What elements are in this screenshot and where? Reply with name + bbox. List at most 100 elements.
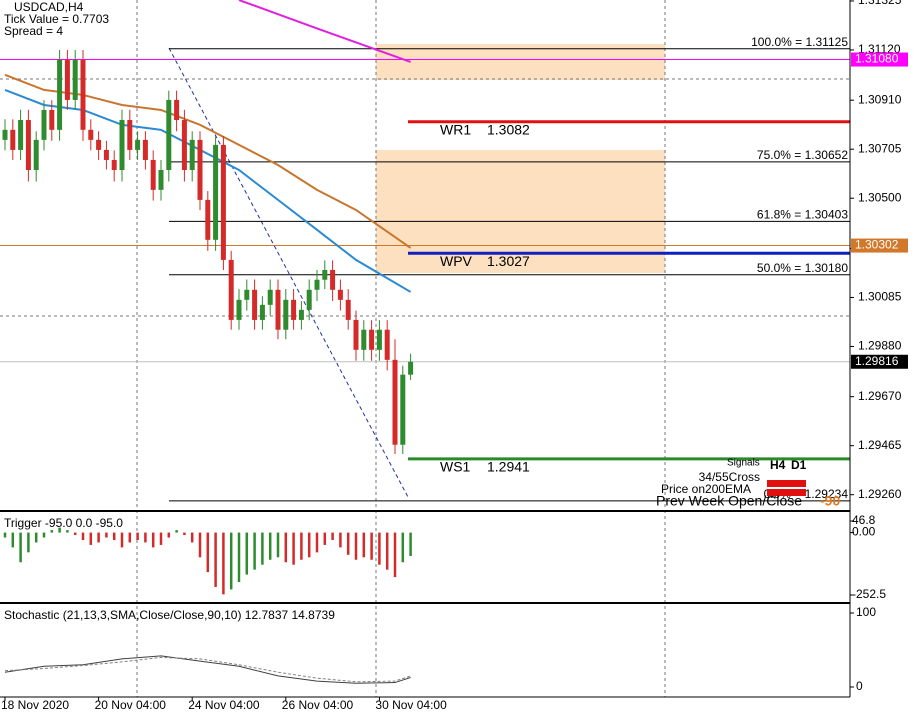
candle-body bbox=[275, 289, 281, 330]
candle-body bbox=[400, 374, 406, 445]
price-tag bbox=[851, 354, 908, 369]
candle-body bbox=[166, 99, 172, 170]
x-tick-label: 30 Nov 04:00 bbox=[375, 698, 447, 712]
candle-body bbox=[18, 120, 24, 150]
x-tick-label: 18 Nov 2020 bbox=[1, 698, 69, 712]
info: Spread = 4 bbox=[4, 24, 63, 38]
y-tick-label: 0 bbox=[856, 679, 863, 693]
panel-title: Trigger -95.0 0.0 -95.0 bbox=[4, 516, 123, 530]
candle-body bbox=[174, 99, 180, 121]
candle-body bbox=[384, 329, 390, 360]
signals-column: D1 bbox=[791, 458, 807, 472]
candle-body bbox=[181, 120, 187, 170]
candle-body bbox=[33, 139, 39, 170]
candle-body bbox=[72, 60, 78, 100]
prev-week-value: -90 bbox=[820, 493, 840, 509]
candle-body bbox=[298, 309, 304, 320]
price-tag-label: 1.31080 bbox=[855, 52, 899, 66]
candle-body bbox=[228, 259, 234, 320]
fib-trendline bbox=[168, 47, 409, 498]
indicator-line bbox=[238, 0, 411, 63]
signals-row: Prev Week Open/Close bbox=[656, 493, 802, 509]
candle-body bbox=[283, 299, 289, 330]
candle-body bbox=[158, 170, 164, 190]
signals-row: 34/55Cross bbox=[699, 470, 760, 484]
signals-title: Signals bbox=[727, 458, 760, 469]
candle-body bbox=[244, 289, 250, 300]
y-tick-label: 1.29880 bbox=[858, 339, 902, 353]
candle-body bbox=[103, 149, 109, 160]
pivot-name: WR1 bbox=[440, 121, 471, 137]
candle-body bbox=[345, 299, 351, 320]
candle-body bbox=[220, 144, 226, 260]
fib-label: 100.0% = 1.31125 bbox=[751, 35, 848, 49]
candle-body bbox=[322, 269, 328, 280]
candle-body bbox=[49, 109, 55, 130]
info: Tick Value = 0.7703 bbox=[4, 12, 109, 26]
indicator-line bbox=[4, 73, 412, 249]
y-tick-label: 1.30085 bbox=[858, 290, 902, 304]
candle-body bbox=[291, 299, 297, 320]
candle-body bbox=[142, 139, 148, 160]
candle-body bbox=[127, 120, 133, 150]
y-tick-label: -252.5 bbox=[852, 587, 886, 601]
candle-body bbox=[64, 60, 70, 100]
fib-label: 61.8% = 1.30403 bbox=[757, 208, 848, 222]
candle-body bbox=[10, 129, 16, 150]
candle-body bbox=[267, 289, 273, 305]
candle-body bbox=[135, 139, 141, 150]
pivot-value: 1.3082 bbox=[487, 121, 530, 137]
y-tick-label: 1.30500 bbox=[858, 190, 902, 204]
y-tick-label: 100 bbox=[856, 605, 876, 619]
x-tick-label: 20 Nov 04:00 bbox=[95, 698, 167, 712]
candle-body bbox=[306, 289, 312, 310]
candle-body bbox=[111, 159, 117, 170]
candle-body bbox=[408, 361, 414, 375]
price-tag-label: 1.30302 bbox=[855, 238, 899, 252]
candle-body bbox=[252, 289, 258, 320]
price-tag bbox=[851, 238, 908, 253]
pivot-name: WS1 bbox=[440, 459, 471, 475]
fib-label: 75.0% = 1.30652 bbox=[757, 148, 848, 162]
candle-body bbox=[376, 329, 382, 350]
signals-column: H4 bbox=[770, 458, 786, 472]
pivot-value: 1.2941 bbox=[487, 459, 530, 475]
candle-body bbox=[96, 139, 102, 150]
x-tick-label: 24 Nov 04:00 bbox=[188, 698, 260, 712]
candle-body bbox=[205, 199, 211, 240]
separators bbox=[0, 0, 850, 697]
candle-body bbox=[2, 129, 8, 140]
y-tick-label: 1.29670 bbox=[858, 389, 902, 403]
candle-body bbox=[189, 139, 195, 170]
y-tick-label: 0.00 bbox=[852, 525, 876, 539]
candle-body bbox=[330, 269, 336, 290]
candle-body bbox=[25, 120, 31, 170]
y-tick-label: 46.8 bbox=[852, 513, 876, 527]
candle-body bbox=[353, 319, 359, 350]
candle-body bbox=[392, 359, 398, 445]
fib-label: 50.0% = 1.30180 bbox=[757, 261, 848, 275]
pivot-value: 1.3027 bbox=[487, 253, 530, 269]
candle-body bbox=[88, 129, 94, 140]
candle-body bbox=[361, 329, 367, 350]
signal-box bbox=[767, 489, 806, 496]
candle-body bbox=[213, 144, 219, 240]
y-tick-label: 1.31325 bbox=[858, 0, 902, 7]
panel-title: Stochastic (21,13,3,SMA,Close/Close,90,1… bbox=[4, 608, 335, 622]
signal-box bbox=[767, 480, 806, 487]
x-tick-label: 26 Nov 04:00 bbox=[282, 698, 354, 712]
y-tick-label: 1.30705 bbox=[858, 141, 902, 155]
y-tick-label: 1.29260 bbox=[858, 487, 902, 501]
candle-body bbox=[337, 289, 343, 300]
candle-body bbox=[314, 279, 320, 290]
candle-body bbox=[236, 299, 242, 320]
candle-body bbox=[259, 304, 265, 320]
candle-body bbox=[369, 329, 375, 350]
zone bbox=[376, 44, 665, 80]
candle-body bbox=[41, 109, 47, 140]
candle-body bbox=[119, 120, 125, 170]
